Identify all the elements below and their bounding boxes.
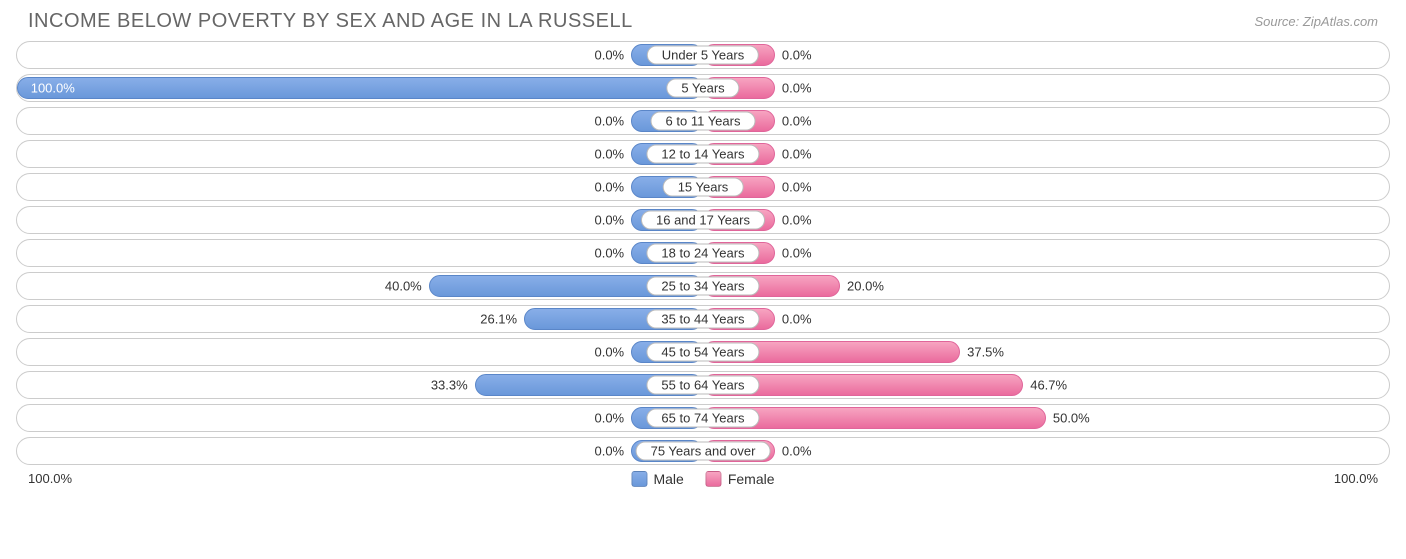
chart-row: 33.3% 46.7% 55 to 64 Years bbox=[16, 371, 1390, 399]
value-label-male: 0.0% bbox=[594, 345, 624, 360]
value-label-female: 20.0% bbox=[847, 279, 884, 294]
category-pill: 12 to 14 Years bbox=[646, 145, 759, 164]
category-pill: 18 to 24 Years bbox=[646, 244, 759, 263]
value-label-male: 0.0% bbox=[594, 213, 624, 228]
value-label-male: 0.0% bbox=[594, 444, 624, 459]
axis-right-label: 100.0% bbox=[1334, 471, 1378, 486]
legend-swatch-male bbox=[631, 471, 647, 487]
value-label-female: 0.0% bbox=[782, 147, 812, 162]
chart-row: 0.0% 50.0% 65 to 74 Years bbox=[16, 404, 1390, 432]
category-pill: 45 to 54 Years bbox=[646, 343, 759, 362]
axis-left-label: 100.0% bbox=[28, 471, 72, 486]
value-label-female: 46.7% bbox=[1030, 378, 1067, 393]
chart-header: INCOME BELOW POVERTY BY SEX AND AGE IN L… bbox=[0, 0, 1406, 41]
value-label-female: 0.0% bbox=[782, 180, 812, 195]
value-label-female: 0.0% bbox=[782, 213, 812, 228]
value-label-male: 33.3% bbox=[431, 378, 468, 393]
chart-row: 0.0% 0.0% 6 to 11 Years bbox=[16, 107, 1390, 135]
value-label-male: 0.0% bbox=[594, 48, 624, 63]
legend: Male Female bbox=[631, 471, 774, 487]
value-label-male: 0.0% bbox=[594, 114, 624, 129]
chart-row: 0.0% 0.0% 75 Years and over bbox=[16, 437, 1390, 465]
value-label-male: 40.0% bbox=[385, 279, 422, 294]
value-label-female: 50.0% bbox=[1053, 411, 1090, 426]
legend-label-male: Male bbox=[653, 471, 683, 487]
legend-label-female: Female bbox=[728, 471, 775, 487]
chart-row: 0.0% 0.0% Under 5 Years bbox=[16, 41, 1390, 69]
chart-row: 100.0% 0.0% 5 Years bbox=[16, 74, 1390, 102]
category-pill: 65 to 74 Years bbox=[646, 409, 759, 428]
value-label-female: 0.0% bbox=[782, 114, 812, 129]
bar-male bbox=[17, 77, 703, 99]
chart-footer: 100.0% Male Female 100.0% bbox=[0, 471, 1406, 495]
value-label-male: 0.0% bbox=[594, 180, 624, 195]
value-label-female: 37.5% bbox=[967, 345, 1004, 360]
category-pill: 6 to 11 Years bbox=[651, 112, 756, 131]
category-pill: 16 and 17 Years bbox=[641, 211, 765, 230]
value-label-male: 0.0% bbox=[594, 246, 624, 261]
chart-row: 0.0% 0.0% 16 and 17 Years bbox=[16, 206, 1390, 234]
value-label-male: 0.0% bbox=[594, 147, 624, 162]
value-label-male: 26.1% bbox=[480, 312, 517, 327]
chart-row: 0.0% 0.0% 15 Years bbox=[16, 173, 1390, 201]
category-pill: Under 5 Years bbox=[647, 46, 759, 65]
value-label-female: 0.0% bbox=[782, 81, 812, 96]
chart-area: 0.0% 0.0% Under 5 Years 100.0% 0.0% 5 Years 0.… bbox=[0, 41, 1406, 465]
value-label-female: 0.0% bbox=[782, 48, 812, 63]
category-pill: 5 Years bbox=[666, 79, 739, 98]
chart-title: INCOME BELOW POVERTY BY SEX AND AGE IN L… bbox=[28, 10, 633, 33]
chart-row: 40.0% 20.0% 25 to 34 Years bbox=[16, 272, 1390, 300]
legend-item-female: Female bbox=[706, 471, 775, 487]
category-pill: 75 Years and over bbox=[636, 442, 771, 461]
value-label-male: 0.0% bbox=[594, 411, 624, 426]
chart-row: 0.0% 0.0% 12 to 14 Years bbox=[16, 140, 1390, 168]
legend-swatch-female bbox=[706, 471, 722, 487]
value-label-female: 0.0% bbox=[782, 444, 812, 459]
legend-item-male: Male bbox=[631, 471, 683, 487]
chart-row: 0.0% 37.5% 45 to 54 Years bbox=[16, 338, 1390, 366]
chart-source: Source: ZipAtlas.com bbox=[1254, 14, 1378, 29]
chart-row: 0.0% 0.0% 18 to 24 Years bbox=[16, 239, 1390, 267]
category-pill: 55 to 64 Years bbox=[646, 376, 759, 395]
value-label-female: 0.0% bbox=[782, 246, 812, 261]
value-label-female: 0.0% bbox=[782, 312, 812, 327]
category-pill: 25 to 34 Years bbox=[646, 277, 759, 296]
chart-row: 26.1% 0.0% 35 to 44 Years bbox=[16, 305, 1390, 333]
category-pill: 35 to 44 Years bbox=[646, 310, 759, 329]
value-label-male: 100.0% bbox=[31, 81, 75, 96]
category-pill: 15 Years bbox=[663, 178, 744, 197]
